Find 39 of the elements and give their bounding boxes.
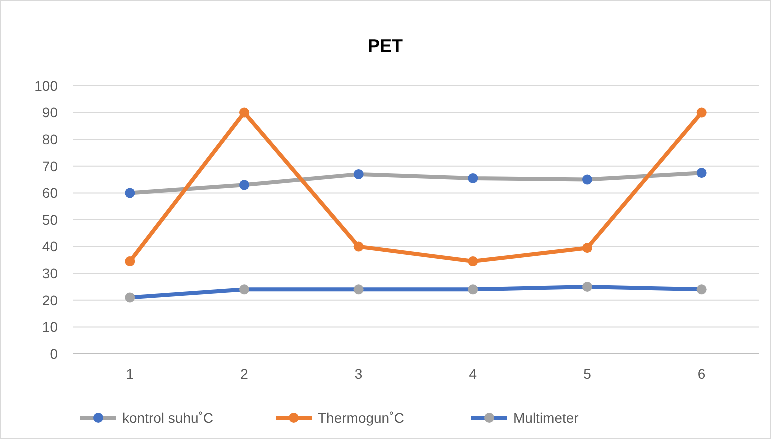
y-tick-label: 90 (42, 104, 58, 121)
point (240, 180, 250, 190)
x-tick-label: 2 (240, 366, 249, 382)
y-tick-label: 20 (42, 292, 58, 308)
point (582, 282, 592, 292)
y-tick-label: 0 (50, 346, 58, 362)
point (582, 243, 592, 254)
point (240, 284, 250, 295)
y-tick-label: 70 (42, 158, 58, 174)
y-tick-label: 10 (42, 319, 58, 336)
y-tick-label: 40 (42, 238, 58, 255)
point (125, 188, 136, 198)
point (240, 108, 250, 118)
point (696, 108, 707, 118)
point (354, 169, 364, 180)
x-tick-label: 6 (698, 366, 706, 382)
point (696, 284, 707, 295)
point (468, 173, 478, 184)
legend-label: kontrol suhu˚C (122, 410, 214, 426)
x-tick-label: 3 (354, 366, 363, 382)
legend-label: Multimeter (514, 410, 580, 426)
point (468, 256, 478, 267)
y-tick-label: 100 (34, 78, 58, 94)
point (468, 284, 478, 295)
legend-label: Thermogun˚C (318, 410, 404, 426)
point (354, 284, 364, 295)
point (125, 256, 136, 267)
point (354, 242, 364, 252)
point (696, 168, 707, 178)
chart-title: PET (368, 36, 404, 56)
x-tick-label: 4 (469, 366, 478, 382)
y-tick-label: 80 (42, 132, 58, 148)
y-tick-label: 50 (42, 212, 58, 228)
point (582, 174, 592, 185)
x-tick-label: 5 (584, 366, 592, 382)
x-tick-label: 1 (126, 366, 134, 382)
y-tick-label: 30 (42, 266, 58, 282)
y-tick-label: 60 (42, 185, 58, 202)
point (125, 292, 136, 303)
